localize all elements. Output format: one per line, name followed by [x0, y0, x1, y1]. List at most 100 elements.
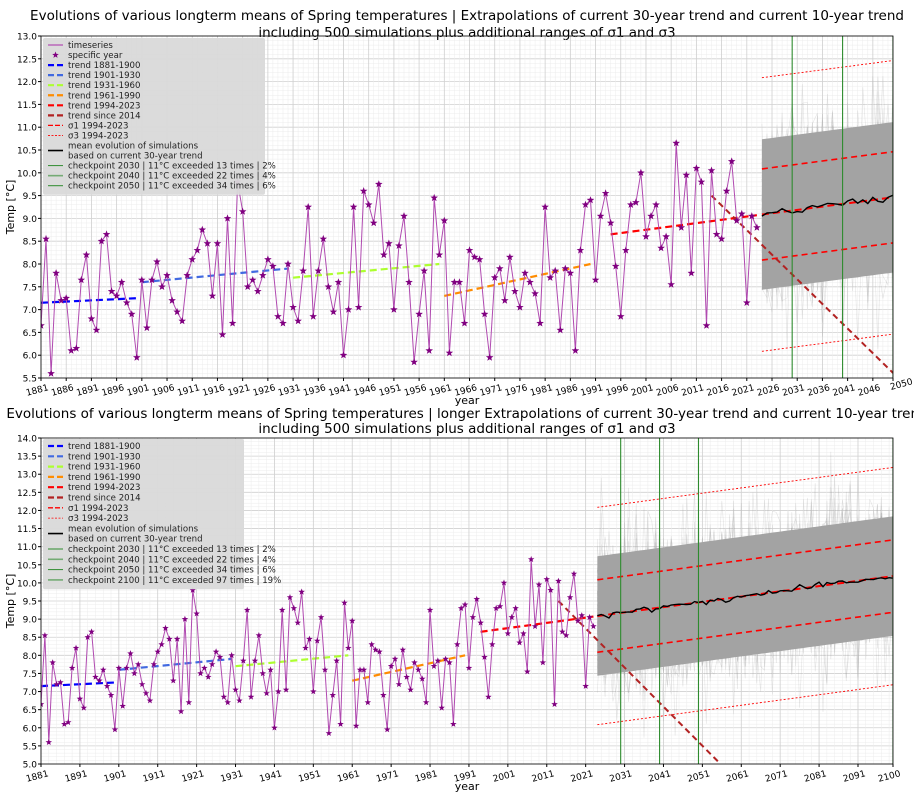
chart-long-extrapolation: Evolutions of various longterm means of … — [4, 406, 914, 793]
year-marker — [203, 239, 212, 247]
y-tick-label: 6.5 — [23, 329, 37, 339]
y-tick-label: 10.0 — [17, 169, 37, 179]
sigma3-line — [597, 467, 893, 508]
year-marker — [248, 276, 257, 284]
year-marker — [317, 613, 325, 621]
year-marker — [753, 223, 761, 231]
legend-entry: σ3 1994-2023 — [68, 131, 129, 141]
year-marker — [566, 594, 574, 601]
year-marker — [135, 661, 142, 668]
legend-entry: mean evolution of simulations based on cu… — [68, 524, 203, 544]
legend-entry: trend 1931-1960 — [68, 463, 140, 473]
year-marker — [637, 168, 645, 176]
year-marker — [67, 346, 76, 354]
year-marker — [405, 278, 413, 286]
year-marker — [341, 599, 348, 606]
legend-entry: checkpoint 2040 | 11°C exceeded 22 times… — [68, 172, 276, 182]
trend-line — [235, 654, 349, 668]
trend-line — [351, 654, 466, 682]
legend-text-line: trend 1931-1960 — [68, 81, 140, 91]
year-marker — [310, 688, 317, 695]
axes-frame — [40, 35, 894, 379]
year-marker — [410, 358, 418, 366]
year-marker — [399, 646, 406, 653]
year-marker — [82, 250, 91, 259]
year-marker — [387, 662, 395, 669]
year-marker — [228, 319, 237, 327]
trend-line — [610, 214, 758, 236]
year-marker — [445, 348, 454, 357]
year-marker — [337, 720, 344, 727]
year-marker — [672, 139, 680, 147]
year-marker — [201, 664, 208, 671]
year-marker — [255, 632, 263, 639]
legend-text-line: trend 1881-1900 — [68, 61, 140, 71]
year-marker — [461, 601, 469, 608]
legend-text-line: checkpoint 2030 | 11°C exceeded 13 times… — [68, 162, 276, 172]
year-marker — [536, 319, 544, 327]
x-tick-label: 1961 — [428, 383, 453, 399]
year-marker — [197, 670, 204, 677]
year-marker — [177, 708, 185, 715]
x-tick-label: 1911 — [176, 383, 201, 399]
trend-since-2014-line — [557, 600, 722, 764]
x-tick-label: 1946 — [353, 383, 378, 399]
year-marker — [460, 319, 469, 327]
year-marker — [360, 666, 368, 673]
y-tick-label: 11.0 — [17, 543, 37, 553]
x-tick-label: 1961 — [336, 769, 361, 785]
y-tick-label: 8.5 — [23, 634, 37, 644]
year-marker — [450, 720, 457, 727]
year-marker — [586, 613, 593, 621]
year-marker — [576, 246, 585, 254]
year-marker — [662, 232, 670, 240]
year-marker — [492, 604, 500, 611]
year-marker — [470, 253, 479, 261]
legend-entry: trend since 2014 — [68, 111, 141, 121]
year-marker — [561, 264, 570, 272]
x-tick-label: 2021 — [570, 769, 595, 785]
year-marker — [727, 157, 736, 165]
legend-entry: σ1 1994-2023 — [68, 121, 129, 131]
year-marker — [153, 257, 161, 265]
year-marker — [131, 670, 138, 677]
year-marker — [632, 198, 640, 206]
year-marker — [426, 606, 434, 613]
legend-text-line: trend 1961-1990 — [68, 473, 140, 483]
legend-text-line: trend 1881-1900 — [68, 442, 140, 452]
year-marker — [555, 577, 562, 584]
year-marker — [508, 613, 515, 621]
x-tick-label: 2081 — [803, 769, 828, 785]
legend-text-line: trend 1994-2023 — [68, 483, 140, 493]
year-marker — [329, 691, 336, 698]
year-marker — [446, 659, 453, 666]
x-tick-label: 2026 — [756, 383, 781, 399]
legend-entry: trend 1961-1990 — [68, 473, 140, 483]
year-marker — [193, 610, 200, 617]
chart-title: including 500 simulations plus additiona… — [258, 25, 675, 41]
year-marker — [259, 670, 266, 677]
legend-entry: checkpoint 2030 | 11°C exceeded 13 times… — [68, 545, 276, 555]
year-marker — [359, 187, 368, 195]
legend-entry: trend 1881-1900 — [68, 61, 140, 71]
year-marker — [622, 246, 630, 254]
y-tick-label: 12.5 — [17, 489, 37, 499]
x-tick-label: 1921 — [227, 383, 252, 399]
year-marker — [364, 699, 371, 706]
x-tick-label: 1936 — [302, 383, 327, 399]
legend-entry: trend 1994-2023 — [68, 101, 140, 111]
year-marker — [122, 298, 131, 306]
legend-entry: trend since 2014 — [68, 494, 141, 504]
year-marker — [208, 661, 216, 668]
year-marker — [435, 250, 444, 259]
x-axis-label: year — [455, 780, 480, 793]
year-marker — [611, 262, 620, 270]
year-marker — [133, 353, 141, 361]
year-marker — [325, 729, 333, 736]
legend-text-line: specific year — [68, 51, 123, 61]
x-tick-label: 2061 — [725, 769, 750, 785]
year-marker — [107, 691, 115, 698]
chart-title: including 500 simulations plus additiona… — [258, 421, 675, 437]
year-marker — [57, 679, 64, 686]
year-marker — [271, 724, 278, 731]
